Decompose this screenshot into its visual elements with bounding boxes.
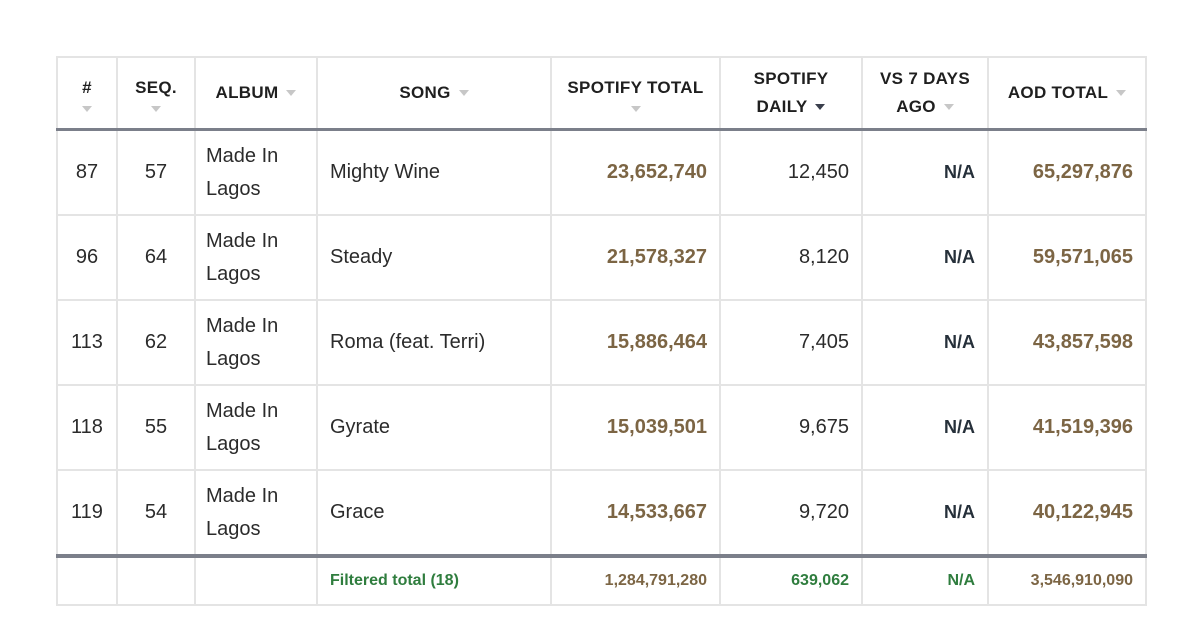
header-song[interactable]: SONG [316, 56, 552, 131]
cell-song: Mighty Wine [316, 128, 552, 216]
cell-spotify-daily: 8,120 [719, 214, 863, 301]
header-spotify-total[interactable]: SPOTIFY TOTAL [550, 56, 721, 131]
header-vs7[interactable]: VS 7 DAYS AGO [861, 56, 989, 131]
sort-caret-icon [286, 90, 297, 96]
cell-spotify-daily: 9,720 [719, 469, 863, 557]
album-line1: Made In [206, 484, 279, 507]
header-album[interactable]: ALBUM [194, 56, 318, 131]
cell-album: Made In Lagos [194, 299, 318, 386]
header-rank-label: # [82, 78, 92, 97]
cell-song: Gyrate [316, 384, 552, 471]
album-line1: Made In [206, 229, 279, 252]
cell-seq: 62 [116, 299, 196, 386]
cell-vs7: N/A [861, 469, 989, 557]
album-line1: Made In [206, 314, 279, 337]
table-row: 87 57 Made In Lagos Mighty Wine 23,652,74… [56, 128, 1147, 216]
header-vs7-label-line1: VS 7 DAYS [880, 69, 970, 88]
sort-caret-icon [943, 104, 954, 110]
cell-album: Made In Lagos [194, 128, 318, 216]
cell-spotify-daily: 9,675 [719, 384, 863, 471]
cell-rank: 118 [56, 384, 118, 471]
album-line2: Lagos [206, 262, 261, 285]
cell-seq: 55 [116, 384, 196, 471]
header-row: # SEQ. ALBUM SONG [56, 56, 1147, 131]
sort-desc-icon [815, 104, 826, 110]
footer-empty-album [194, 554, 318, 606]
cell-vs7: N/A [861, 128, 989, 216]
cell-vs7: N/A [861, 384, 989, 471]
table-row: 96 64 Made In Lagos Steady 21,578,327 8,1… [56, 214, 1147, 301]
cell-album: Made In Lagos [194, 384, 318, 471]
table-row: 119 54 Made In Lagos Grace 14,533,667 9,7… [56, 469, 1147, 557]
album-line2: Lagos [206, 432, 261, 455]
cell-rank: 96 [56, 214, 118, 301]
header-rank[interactable]: # [56, 56, 118, 131]
header-spotify-daily-label-line1: SPOTIFY [753, 69, 829, 88]
sort-caret-icon [82, 106, 92, 112]
album-line2: Lagos [206, 347, 261, 370]
footer-spotify-total: 1,284,791,280 [550, 554, 721, 606]
footer-empty-seq [116, 554, 196, 606]
header-spotify-total-label: SPOTIFY TOTAL [567, 78, 704, 97]
header-vs7-label-line2: AGO [896, 97, 936, 116]
footer-filtered-total-label: Filtered total (18) [316, 554, 552, 606]
cell-aod-total: 43,857,598 [987, 299, 1147, 386]
cell-aod-total: 59,571,065 [987, 214, 1147, 301]
cell-album: Made In Lagos [194, 214, 318, 301]
cell-spotify-total: 21,578,327 [550, 214, 721, 301]
footer-empty-rank [56, 554, 118, 606]
cell-song: Steady [316, 214, 552, 301]
header-aod-total[interactable]: AOD TOTAL [987, 56, 1147, 131]
cell-spotify-total: 23,652,740 [550, 128, 721, 216]
header-seq-label: SEQ. [135, 78, 177, 97]
cell-rank: 119 [56, 469, 118, 557]
sort-caret-icon [151, 106, 161, 112]
streams-table-container: # SEQ. ALBUM SONG [56, 56, 1147, 606]
header-seq[interactable]: SEQ. [116, 56, 196, 131]
cell-spotify-total: 14,533,667 [550, 469, 721, 557]
footer-spotify-daily: 639,062 [719, 554, 863, 606]
cell-vs7: N/A [861, 214, 989, 301]
cell-aod-total: 65,297,876 [987, 128, 1147, 216]
cell-aod-total: 40,122,945 [987, 469, 1147, 557]
cell-spotify-total: 15,886,464 [550, 299, 721, 386]
cell-spotify-daily: 7,405 [719, 299, 863, 386]
cell-spotify-daily: 12,450 [719, 128, 863, 216]
cell-song: Grace [316, 469, 552, 557]
header-spotify-daily[interactable]: SPOTIFY DAILY [719, 56, 863, 131]
footer-vs7: N/A [861, 554, 989, 606]
cell-seq: 54 [116, 469, 196, 557]
album-line1: Made In [206, 399, 279, 422]
cell-seq: 57 [116, 128, 196, 216]
header-song-label: SONG [399, 83, 451, 102]
sort-caret-icon [630, 106, 641, 112]
header-spotify-daily-label-line2: DAILY [756, 97, 808, 116]
footer-aod-total: 3,546,910,090 [987, 554, 1147, 606]
cell-album: Made In Lagos [194, 469, 318, 557]
cell-aod-total: 41,519,396 [987, 384, 1147, 471]
sort-caret-icon [458, 90, 469, 96]
footer-row: Filtered total (18) 1,284,791,280 639,06… [56, 554, 1147, 606]
cell-rank: 87 [56, 128, 118, 216]
streams-table: # SEQ. ALBUM SONG [56, 56, 1147, 606]
header-aod-total-label: AOD TOTAL [1007, 83, 1109, 102]
album-line2: Lagos [206, 177, 261, 200]
cell-rank: 113 [56, 299, 118, 386]
cell-vs7: N/A [861, 299, 989, 386]
cell-song: Roma (feat. Terri) [316, 299, 552, 386]
album-line2: Lagos [206, 517, 261, 540]
table-row: 113 62 Made In Lagos Roma (feat. Terri) 1… [56, 299, 1147, 386]
sort-caret-icon [1116, 90, 1127, 96]
cell-seq: 64 [116, 214, 196, 301]
table-row: 118 55 Made In Lagos Gyrate 15,039,501 9,… [56, 384, 1147, 471]
album-line1: Made In [206, 144, 279, 167]
header-album-label: ALBUM [215, 83, 279, 102]
cell-spotify-total: 15,039,501 [550, 384, 721, 471]
